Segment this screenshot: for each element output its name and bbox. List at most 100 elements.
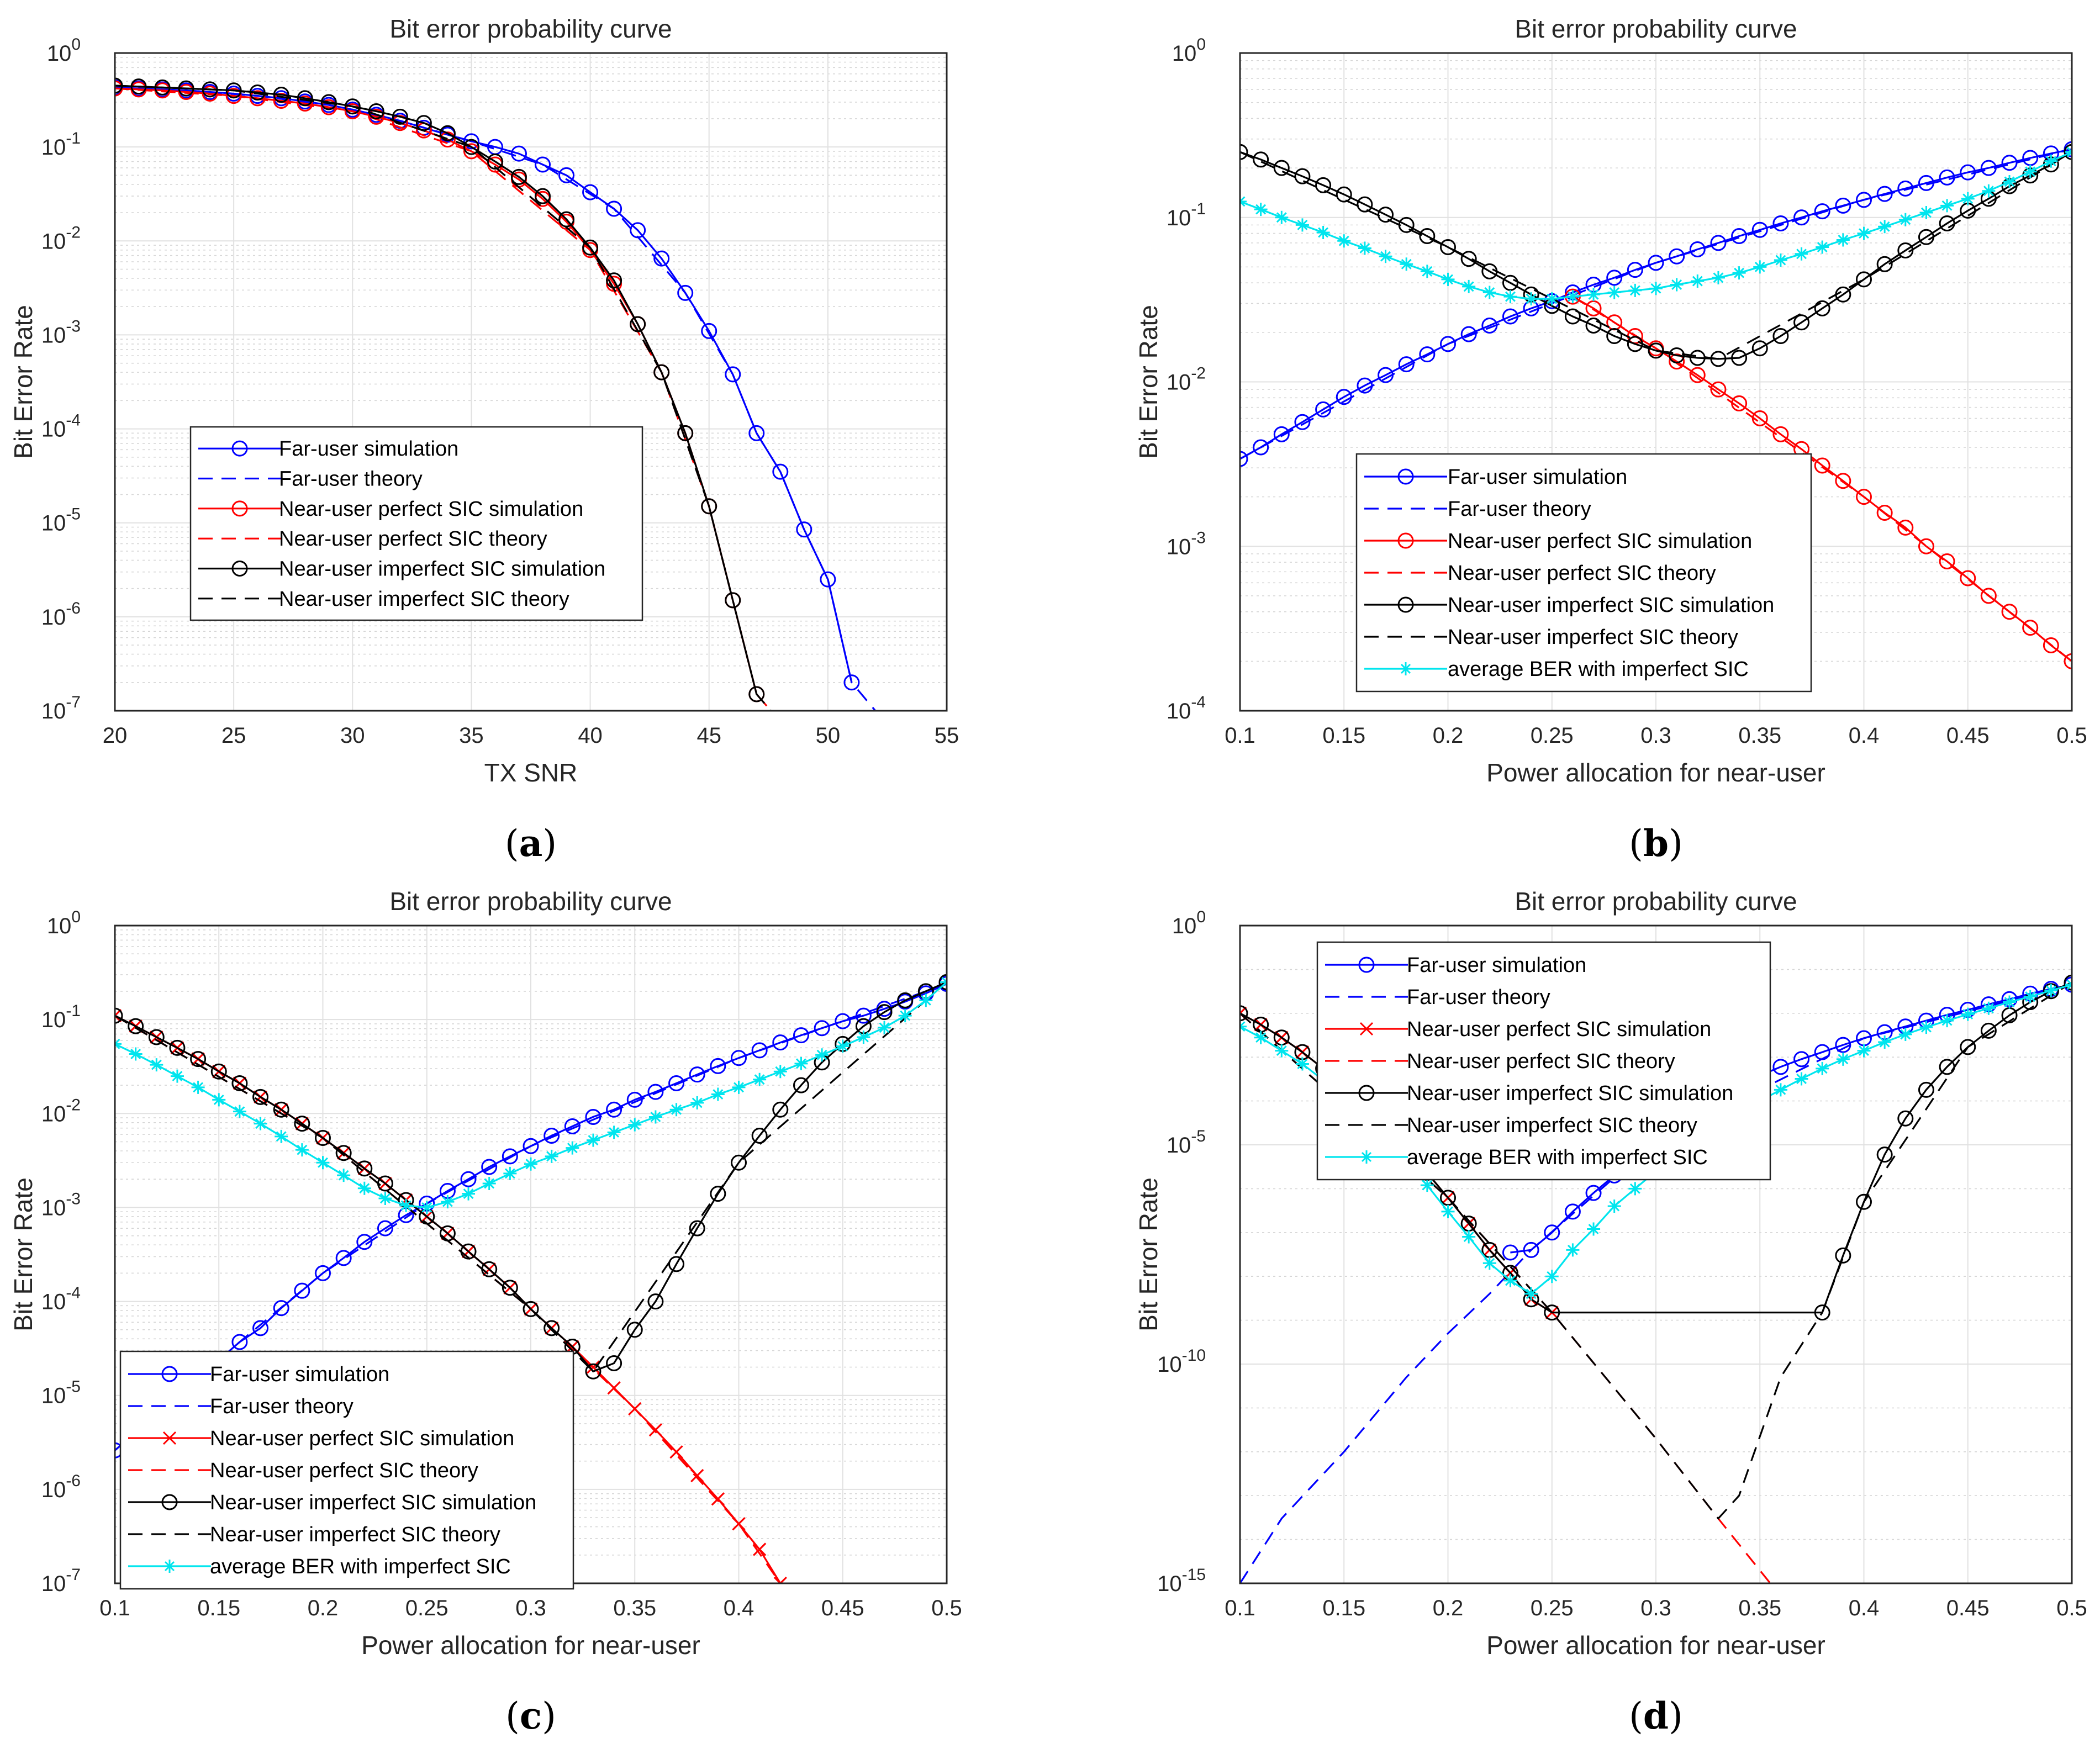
data-point-circle bbox=[202, 85, 218, 102]
data-point-star bbox=[1878, 1035, 1892, 1049]
legend-label: average BER with imperfect SIC bbox=[210, 1555, 511, 1578]
data-point-circle bbox=[835, 1013, 851, 1029]
data-point-circle bbox=[273, 1300, 289, 1317]
data-point-circle bbox=[1772, 215, 1789, 232]
data-point-star bbox=[1878, 220, 1892, 234]
data-point-circle bbox=[1835, 1247, 1851, 1264]
data-point-circle bbox=[294, 1116, 310, 1132]
data-point-star bbox=[1524, 1287, 1538, 1301]
data-point-star bbox=[1795, 1072, 1808, 1086]
data-point-circle bbox=[748, 425, 765, 441]
chart-title: Bit error probability curve bbox=[1515, 887, 1797, 916]
data-point-circle bbox=[252, 1320, 269, 1336]
x-tick-label: 0.3 bbox=[1640, 1596, 1671, 1620]
data-point-star bbox=[1420, 265, 1434, 278]
y-tick-label: 100 bbox=[1172, 35, 1206, 66]
data-point-circle bbox=[710, 1058, 726, 1074]
y-tick-label: 10-5 bbox=[41, 1378, 81, 1408]
data-point-star bbox=[1358, 241, 1371, 255]
data-point-circle bbox=[820, 571, 836, 588]
data-point-star bbox=[441, 1195, 455, 1209]
chart-title: Bit error probability curve bbox=[1515, 14, 1797, 43]
data-point-circle bbox=[653, 364, 670, 381]
data-point-circle bbox=[297, 90, 313, 107]
data-point-circle bbox=[344, 103, 361, 119]
data-point-star bbox=[316, 1156, 330, 1170]
y-tick-label: 10-1 bbox=[41, 129, 81, 160]
series-line-b-1 bbox=[1240, 148, 2072, 460]
data-point-circle bbox=[1440, 336, 1456, 352]
data-point-circle bbox=[1648, 255, 1664, 271]
data-point-circle bbox=[1897, 519, 1914, 536]
x-tick-label: 0.25 bbox=[405, 1596, 449, 1620]
data-point-star bbox=[357, 1181, 371, 1195]
data-point-circle bbox=[523, 1301, 539, 1317]
data-point-circle bbox=[335, 1250, 352, 1266]
data-point-circle bbox=[843, 674, 860, 691]
data-point-star bbox=[898, 1009, 912, 1023]
data-point-circle bbox=[653, 250, 670, 267]
data-point-circle bbox=[582, 239, 599, 256]
series-line-b-3 bbox=[1572, 295, 2072, 662]
y-tick-label: 10-6 bbox=[41, 599, 81, 630]
y-tick-label: 10-6 bbox=[41, 1472, 81, 1502]
data-point-circle bbox=[1240, 1005, 1248, 1022]
data-point-cross bbox=[711, 1492, 725, 1506]
legend-label: Far-user simulation bbox=[210, 1363, 389, 1386]
data-point-circle bbox=[1398, 356, 1415, 373]
data-point-star bbox=[1275, 1044, 1289, 1058]
data-point-circle bbox=[510, 168, 527, 185]
data-point-star bbox=[1898, 213, 1912, 226]
data-point-circle bbox=[1835, 473, 1851, 489]
chart-panel-c: 0.1 0.15 0.2 0.25 0.3 0.35 0.4 0.45 0.5 10-7 10-6 1… bbox=[9, 887, 962, 1737]
data-point-circle bbox=[169, 1039, 186, 1056]
data-point-star bbox=[878, 1021, 891, 1034]
data-point-circle bbox=[647, 1084, 664, 1100]
data-point-star bbox=[1774, 1083, 1787, 1097]
x-tick-label: 20 bbox=[103, 723, 128, 748]
y-tick-label: 10-4 bbox=[1167, 693, 1206, 723]
data-point-circle bbox=[1939, 553, 1955, 569]
data-point-star bbox=[1961, 192, 1975, 205]
data-point-cross bbox=[753, 1542, 767, 1556]
x-tick-label: 50 bbox=[816, 723, 841, 748]
data-point-circle bbox=[1751, 221, 1768, 238]
data-point-circle bbox=[487, 153, 503, 170]
data-point-circle bbox=[544, 1320, 560, 1336]
data-point-star bbox=[1940, 199, 1954, 213]
data-point-star bbox=[1420, 1179, 1434, 1192]
data-point-circle bbox=[1710, 351, 1727, 367]
x-axis-label: Power allocation for near-user bbox=[1486, 1631, 1825, 1660]
legend-label: Near-user imperfect SIC theory bbox=[210, 1523, 500, 1546]
data-point-circle bbox=[1772, 1059, 1789, 1075]
data-point-circle bbox=[1689, 367, 1706, 383]
data-point-star bbox=[1503, 1274, 1517, 1287]
data-point-circle bbox=[1689, 241, 1706, 257]
legend-label: Near-user imperfect SIC theory bbox=[279, 588, 569, 611]
y-tick-label: 10-2 bbox=[41, 223, 81, 253]
data-point-circle bbox=[1544, 1304, 1560, 1321]
plot-frame bbox=[1239, 924, 2073, 1584]
data-point-circle bbox=[1669, 347, 1685, 363]
data-point-circle bbox=[606, 200, 622, 217]
data-point-circle bbox=[1772, 426, 1789, 442]
data-point-circle bbox=[225, 82, 242, 99]
x-tick-label: 0.3 bbox=[1640, 723, 1671, 748]
legend-label: Near-user perfect SIC theory bbox=[1448, 562, 1716, 585]
legend: Far-user simulation Far-user theory Near-u… bbox=[1316, 941, 1771, 1181]
data-point-star bbox=[1441, 272, 1455, 286]
data-point-circle bbox=[344, 98, 361, 115]
legend-label: Near-user imperfect SIC simulation bbox=[279, 558, 605, 581]
series-line-d-0 bbox=[1510, 984, 2072, 1254]
panel-caption: (c) bbox=[505, 1694, 556, 1737]
x-tick-label: 0.25 bbox=[1531, 723, 1574, 748]
data-point-circle bbox=[273, 1101, 289, 1118]
panel-caption: (b) bbox=[1629, 822, 1683, 865]
data-point-star bbox=[1587, 1222, 1601, 1236]
data-point-circle bbox=[2022, 620, 2039, 636]
y-axis-label: Bit Error Rate bbox=[1134, 1177, 1163, 1331]
y-tick-label: 100 bbox=[47, 35, 81, 66]
data-point-cross bbox=[115, 1008, 122, 1023]
data-point-star bbox=[669, 1103, 683, 1117]
data-point-circle bbox=[793, 1077, 809, 1093]
